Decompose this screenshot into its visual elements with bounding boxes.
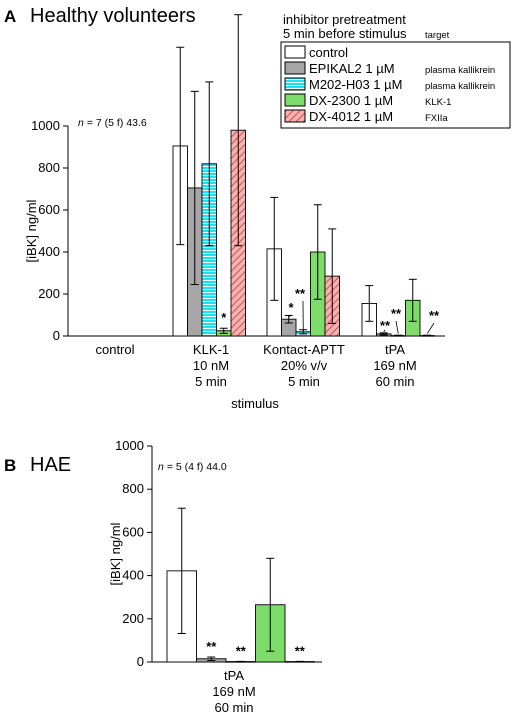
- chart-b-y-axis-label: [iBK] ng/ml: [108, 522, 123, 585]
- panel-a-n-text: = 7 (5 f) 43.6: [87, 117, 147, 129]
- legend-target-dx-4012: FXIIa: [425, 113, 448, 124]
- chart-b-category-label: 169 nM: [212, 684, 255, 699]
- panel-b-letter: B: [4, 456, 16, 475]
- legend-target-header: target: [425, 30, 450, 41]
- chart-a-sig-pointer: [383, 329, 386, 333]
- legend-target-dx-2300: KLK-1: [425, 97, 451, 108]
- panel-b-n-annotation: n = 5 (4 f) 44.0: [158, 461, 227, 473]
- chart-b-category-label: 60 min: [214, 700, 253, 715]
- chart-a-sig-pointer: [426, 322, 435, 334]
- chart-b-y-tick-label: 800: [122, 481, 144, 496]
- legend-label-dx-4012: DX-4012 1 µM: [309, 109, 393, 124]
- legend-label-epikal2: EPIKAL2 1 µM: [309, 61, 395, 76]
- legend-box: [280, 41, 511, 129]
- panel-b-n-text: = 5 (4 f) 44.0: [167, 461, 227, 473]
- chart-a-category-label: 20% v/v: [281, 358, 328, 373]
- chart-a-sig-marker: **: [429, 308, 440, 323]
- chart-a-sig-marker: *: [288, 300, 294, 315]
- chart-a-category-label: 60 min: [375, 374, 414, 389]
- legend-swatch-epikal2: [284, 61, 306, 75]
- chart-b-sig-marker: **: [206, 639, 217, 654]
- panel-a-letter: A: [4, 7, 16, 26]
- chart-a-sig-marker: **: [295, 286, 306, 301]
- chart-a-sig-pointer: [288, 314, 292, 318]
- legend-swatch-m202-h03: [284, 77, 306, 91]
- chart-a-y-axis-label: [iBK] ng/ml: [24, 199, 39, 262]
- chart-a-y-tick-label: 600: [38, 202, 60, 217]
- chart-a-category-label: 169 nM: [373, 358, 416, 373]
- chart-a-x-axis-label: stimulus: [231, 396, 279, 411]
- legend-swatch-dx-2300: [284, 93, 306, 107]
- chart-a-y-tick-label: 1000: [31, 118, 60, 133]
- legend-header-line2: 5 min before stimulus: [283, 26, 407, 41]
- chart-b-y-tick-label: 200: [122, 611, 144, 626]
- chart-a-sig-marker: *: [221, 310, 227, 325]
- chart-b-sig-marker: **: [295, 643, 306, 658]
- chart-b: 0 200 400 600 800 1000 [iBK] ng/ml ** ** ** tPA169…: [108, 438, 322, 715]
- panel-b-title: HAE: [30, 454, 71, 476]
- legend-swatch-dx-4012: [284, 109, 306, 123]
- chart-a-sig-pointer: [395, 320, 399, 334]
- chart-b-y-tick-label: 0: [137, 654, 144, 669]
- panel-b-n-symbol: n: [158, 461, 164, 473]
- panel-a-n-annotation: n = 7 (5 f) 43.6: [78, 117, 147, 129]
- chart-a-sig-marker: **: [380, 318, 391, 333]
- legend-target-m202-h03: plasma kallikrein: [425, 81, 495, 92]
- chart-b-y-tick-label: 600: [122, 524, 144, 539]
- chart-a-y-tick-label: 200: [38, 286, 60, 301]
- chart-a-category-label: control: [95, 342, 134, 357]
- chart-a-y-tick-label: 400: [38, 244, 60, 259]
- legend-label-m202-h03: M202-H03 1 µM: [309, 77, 402, 92]
- legend-header-line1: inhibitor pretreatment: [283, 12, 406, 27]
- chart-a-category-label: 5 min: [195, 374, 227, 389]
- legend-label-control: control: [309, 45, 348, 60]
- chart-b-y-tick-label: 1000: [115, 438, 144, 453]
- legend-swatch-control: [284, 45, 306, 59]
- chart-a-y-tick-label: 0: [53, 328, 60, 343]
- chart-a-category-label: 10 nM: [193, 358, 229, 373]
- chart-a-category-label: Kontact-APTT: [263, 342, 345, 357]
- chart-a: 0 200 400 600 800 1000 [iBK] ng/ml control * KLK-…: [24, 14, 445, 411]
- legend-label-dx-2300: DX-2300 1 µM: [309, 93, 393, 108]
- chart-b-category-label: tPA: [224, 668, 244, 683]
- chart-b-y-tick-label: 400: [122, 568, 144, 583]
- legend-target-epikal2: plasma kallikrein: [425, 65, 495, 76]
- panel-a-n-symbol: n: [78, 117, 84, 129]
- panel-a-title: Healthy volunteers: [30, 5, 196, 27]
- chart-b-sig-marker: **: [236, 643, 247, 658]
- chart-a-sig-marker: **: [391, 306, 402, 321]
- chart-a-category-label: KLK-1: [193, 342, 229, 357]
- chart-a-y-tick-label: 800: [38, 160, 60, 175]
- chart-a-category-label: tPA: [385, 342, 405, 357]
- chart-a-category-label: 5 min: [288, 374, 320, 389]
